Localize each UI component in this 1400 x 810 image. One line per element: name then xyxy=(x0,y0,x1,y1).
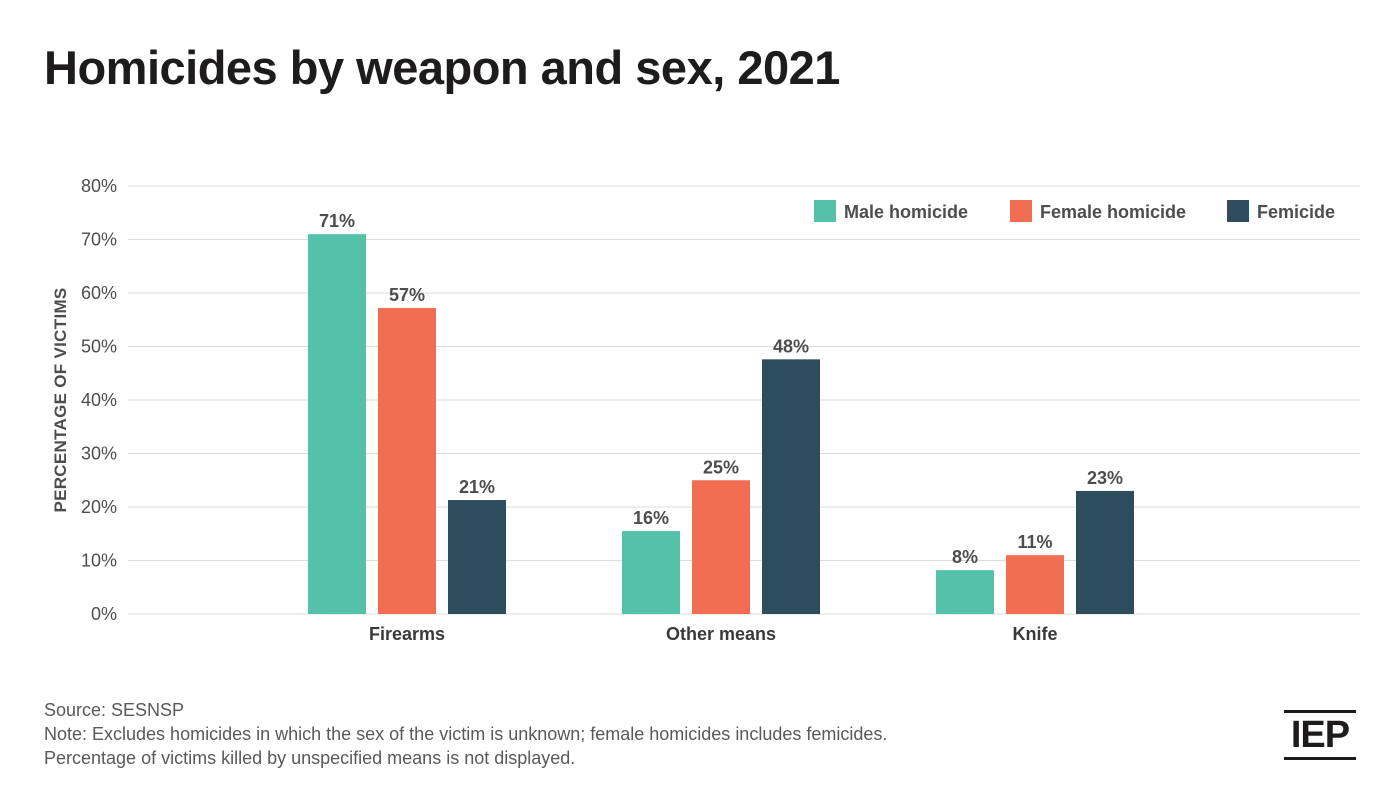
bars-layer xyxy=(308,234,1134,614)
data-label: 16% xyxy=(633,508,669,528)
bar-chart: 0% 10% 20% 30% 40% 50% 60% 70% 80% 71% 57% 21% Fire… xyxy=(51,176,1360,644)
legend-swatch xyxy=(814,200,836,222)
bar xyxy=(1006,555,1064,614)
footnote-1: Note: Excludes homicides in which the se… xyxy=(44,724,888,744)
y-tick-label: 20% xyxy=(81,497,117,517)
y-tick-label: 70% xyxy=(81,230,117,250)
iep-logo: IEP xyxy=(1284,710,1356,760)
legend-swatch xyxy=(1227,200,1249,222)
bar xyxy=(692,480,750,614)
legend: Male homicide Female homicide Femicide xyxy=(814,200,1335,222)
x-tick-label: Knife xyxy=(1013,624,1058,644)
y-axis-label: PERCENTAGE OF VICTIMS xyxy=(51,287,70,512)
legend-swatch xyxy=(1010,200,1032,222)
labels-layer: 71% 57% 21% Firearms 16% 25% 48% Other means 8% 1… xyxy=(319,211,1123,644)
footer: Source: SESNSP Note: Excludes homicides … xyxy=(44,698,887,770)
source-note: Source: SESNSP xyxy=(44,700,185,720)
data-label: 23% xyxy=(1087,468,1123,488)
data-label: 71% xyxy=(319,211,355,231)
y-tick-label: 30% xyxy=(81,444,117,464)
logo-text: IEP xyxy=(1290,714,1350,756)
legend-label: Female homicide xyxy=(1040,202,1186,222)
legend-label: Male homicide xyxy=(844,202,968,222)
bar xyxy=(622,531,680,614)
bar xyxy=(936,570,994,614)
data-label: 11% xyxy=(1017,532,1052,552)
data-label: 25% xyxy=(703,457,739,477)
logo-bottom-rule xyxy=(1284,757,1356,760)
y-tick-label: 40% xyxy=(81,390,117,410)
bar xyxy=(448,500,506,614)
legend-label: Femicide xyxy=(1257,202,1335,222)
y-tick-label: 80% xyxy=(81,176,117,196)
bar xyxy=(762,359,820,614)
y-tick-label: 0% xyxy=(91,604,117,624)
data-label: 8% xyxy=(952,547,978,567)
data-label: 21% xyxy=(459,477,495,497)
bar xyxy=(378,307,436,614)
x-tick-label: Other means xyxy=(666,624,776,644)
bar xyxy=(1076,490,1134,614)
y-tick-label: 50% xyxy=(81,337,117,357)
footnote-2: Percentage of victims killed by unspecif… xyxy=(44,748,576,768)
y-tick-label: 60% xyxy=(81,283,117,303)
data-label: 48% xyxy=(773,336,809,356)
x-tick-label: Firearms xyxy=(369,624,445,644)
data-label: 57% xyxy=(389,285,425,305)
bar xyxy=(308,234,366,614)
y-tick-label: 10% xyxy=(81,551,117,571)
logo-top-rule xyxy=(1284,710,1356,713)
chart-title: Homicides by weapon and sex, 2021 xyxy=(44,41,840,94)
